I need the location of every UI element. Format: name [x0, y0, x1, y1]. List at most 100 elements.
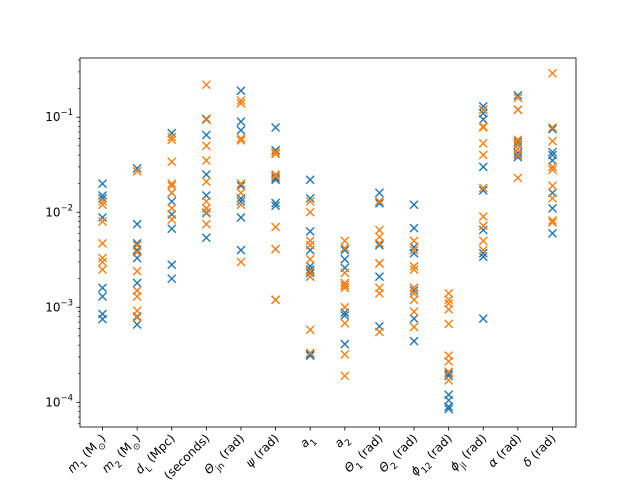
data-point-s1-c13-6 [548, 193, 557, 203]
data-point-s0-c8-2 [374, 198, 384, 208]
data-point-s0-c1-5 [132, 278, 142, 288]
data-point-s1-c13-3 [548, 162, 557, 172]
data-point-s1-c2-4 [167, 181, 177, 191]
data-point-s0-c8-0 [374, 188, 384, 198]
data-point-s0-c5-5 [271, 201, 281, 211]
data-point-s0-c9-1 [409, 223, 419, 233]
data-point-s0-c11-7 [478, 248, 488, 258]
data-point-s1-c9-0 [409, 236, 419, 246]
data-point-s1-c4-4 [236, 179, 246, 189]
data-point-s0-c5-1 [271, 145, 281, 155]
data-point-s1-c2-1 [167, 135, 177, 145]
data-point-s0-c10-3 [444, 395, 454, 405]
data-point-s0-c4-3 [236, 181, 246, 191]
data-point-s0-c1-8 [132, 319, 142, 329]
data-point-s1-c3-1 [201, 115, 211, 125]
data-point-s1-c2-3 [167, 179, 177, 189]
data-point-s0-c10-5 [444, 404, 454, 414]
data-point-s1-c3-0 [201, 80, 211, 90]
data-point-s1-c1-2 [132, 247, 142, 257]
data-point-s0-c6-2 [305, 226, 315, 236]
data-point-s1-c9-8 [409, 322, 419, 332]
data-point-s0-c11-0 [478, 101, 488, 111]
data-point-s1-c0-1 [98, 200, 107, 210]
data-point-s0-c2-6 [167, 274, 177, 284]
data-point-s0-c5-4 [271, 198, 281, 208]
data-point-s1-c9-7 [409, 307, 419, 317]
data-point-s0-c4-1 [236, 117, 246, 127]
data-point-s0-c6-9 [305, 351, 315, 361]
data-point-s1-c9-3 [409, 264, 419, 274]
data-point-s0-c11-9 [478, 314, 488, 324]
data-point-s1-c0-6 [98, 264, 107, 274]
data-point-s1-c5-0 [271, 147, 281, 157]
data-point-s1-c13-2 [548, 136, 557, 146]
data-point-s1-c6-7 [305, 325, 315, 335]
data-point-s0-c0-3 [98, 213, 107, 223]
data-point-s1-c8-1 [374, 225, 384, 235]
data-point-s0-c5-2 [271, 173, 281, 183]
data-point-s1-c7-1 [340, 243, 350, 253]
data-point-s0-c7-1 [340, 254, 350, 264]
data-point-s0-c1-1 [132, 219, 142, 229]
data-point-s1-c8-0 [374, 196, 384, 206]
data-point-s1-c5-6 [271, 295, 281, 305]
data-point-s0-c7-5 [340, 310, 350, 320]
data-point-s1-c5-4 [271, 222, 281, 232]
data-point-s1-c11-9 [478, 245, 488, 255]
data-point-s0-c13-0 [548, 124, 557, 134]
data-point-s1-c13-5 [548, 181, 557, 191]
data-point-s1-c11-3 [478, 138, 488, 148]
data-point-s0-c8-5 [374, 272, 384, 282]
data-point-s0-c13-6 [548, 203, 557, 213]
data-point-s0-c2-2 [167, 196, 177, 206]
data-point-s1-c10-6 [444, 356, 454, 366]
data-point-s1-c4-7 [236, 257, 246, 267]
data-point-s1-c0-3 [98, 238, 107, 248]
data-point-s1-c1-0 [132, 166, 142, 176]
data-point-s1-c7-8 [340, 349, 350, 359]
data-point-s1-c4-6 [236, 200, 246, 210]
data-point-s1-c6-4 [305, 254, 315, 264]
data-point-s0-c4-0 [236, 86, 246, 96]
data-point-s1-c13-8 [548, 218, 557, 228]
data-point-s1-c13-4 [548, 165, 557, 175]
data-point-s1-c13-0 [548, 68, 557, 78]
data-point-s1-c8-7 [374, 327, 384, 337]
data-point-s0-c9-0 [409, 200, 419, 210]
data-point-s0-c3-1 [201, 130, 211, 140]
data-point-s0-c2-4 [167, 224, 177, 234]
data-point-s1-c8-2 [374, 232, 384, 242]
data-point-s1-c1-1 [132, 240, 142, 250]
data-point-s1-c0-2 [98, 216, 107, 226]
data-point-s1-c10-1 [444, 295, 454, 305]
data-point-s1-c3-7 [201, 207, 211, 217]
data-point-s1-c2-6 [167, 203, 177, 213]
data-point-s0-c12-6 [513, 152, 523, 162]
data-point-s0-c6-6 [305, 268, 315, 278]
data-point-s1-c5-5 [271, 244, 281, 254]
data-point-s1-c6-8 [305, 348, 315, 358]
data-point-s1-c3-4 [201, 177, 211, 187]
data-point-s0-c1-0 [132, 163, 142, 173]
data-point-s1-c8-3 [374, 238, 384, 248]
data-point-s1-c13-1 [548, 122, 557, 132]
data-point-s1-c11-2 [478, 122, 488, 132]
data-point-s1-c2-7 [167, 214, 177, 224]
data-point-s1-c6-0 [305, 196, 315, 206]
data-point-s0-c13-3 [548, 156, 557, 166]
data-point-s1-c6-3 [305, 240, 315, 250]
data-point-s0-c13-1 [548, 147, 557, 157]
data-point-s1-c9-5 [409, 288, 419, 298]
data-point-s1-c11-1 [478, 121, 488, 131]
y-tick-label-1: 10−3 [45, 298, 73, 314]
data-point-s1-c8-4 [374, 258, 384, 268]
data-point-s0-c4-5 [236, 196, 246, 206]
data-point-s1-c7-4 [340, 280, 350, 290]
data-point-s0-c7-6 [340, 339, 350, 349]
data-point-s0-c11-8 [478, 252, 488, 262]
data-point-s1-c6-6 [305, 272, 315, 282]
data-point-s1-c1-6 [132, 306, 142, 316]
data-point-s1-c11-5 [478, 183, 488, 193]
data-point-s1-c11-4 [478, 150, 488, 160]
